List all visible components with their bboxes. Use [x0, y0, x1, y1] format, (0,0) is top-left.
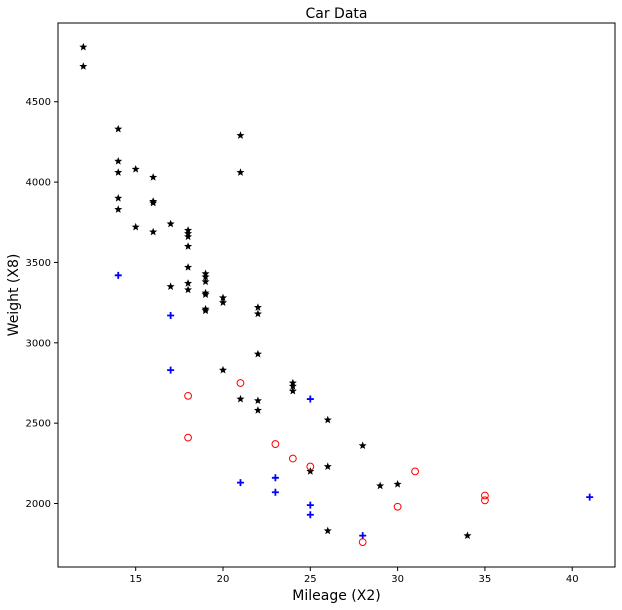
- y-tick-label: 3500: [26, 258, 51, 269]
- y-tick-label: 4500: [26, 97, 51, 108]
- data-point-star: [131, 222, 140, 231]
- data-point-star: [149, 227, 158, 236]
- data-point-circle: [358, 538, 367, 546]
- chart-title: Car Data: [306, 6, 368, 22]
- x-tick-label: 40: [566, 574, 579, 585]
- data-point-plus: [167, 311, 175, 319]
- data-point-star: [253, 406, 262, 414]
- data-point-star: [288, 382, 297, 390]
- data-point-star: [306, 467, 315, 475]
- data-point-star: [253, 396, 262, 405]
- data-point-circle: [271, 440, 280, 448]
- x-tick-label: 20: [217, 574, 230, 585]
- data-point-star: [149, 173, 158, 181]
- data-point-star: [184, 232, 193, 241]
- data-point-circle: [481, 496, 489, 505]
- data-point-star: [184, 285, 193, 294]
- data-point-plus: [271, 488, 279, 496]
- data-point-star: [236, 131, 245, 139]
- plot-frame: [57, 22, 616, 568]
- y-tick-label: 3000: [26, 338, 51, 349]
- data-point-plus: [271, 474, 279, 482]
- data-point-circle: [306, 462, 315, 471]
- data-point-star: [166, 219, 175, 228]
- y-axis-label: Weight (X8): [6, 254, 22, 337]
- data-point-star: [114, 193, 123, 202]
- data-point-plus: [114, 271, 122, 279]
- y-tick-label: 2500: [26, 419, 51, 430]
- x-tick-label: 15: [129, 574, 142, 585]
- data-point-star: [184, 242, 193, 250]
- data-point-circle: [184, 391, 192, 400]
- data-point-star: [79, 62, 88, 70]
- data-point-star: [219, 365, 227, 374]
- data-point-star: [253, 349, 262, 358]
- y-tick-label: 4000: [26, 178, 51, 189]
- data-point-star: [114, 205, 123, 213]
- data-point-star: [114, 157, 123, 165]
- data-point-star: [253, 303, 262, 311]
- data-point-star: [201, 277, 210, 286]
- data-point-star: [149, 198, 158, 207]
- data-point-star: [288, 386, 297, 395]
- data-point-circle: [393, 502, 402, 511]
- data-point-star: [184, 263, 193, 271]
- x-tick-label: 25: [304, 574, 317, 585]
- data-point-plus: [306, 395, 314, 403]
- data-point-star: [463, 531, 472, 540]
- data-point-plus: [167, 366, 175, 374]
- data-point-plus: [586, 493, 594, 501]
- y-tick-label: 2000: [26, 499, 51, 510]
- data-point-star: [201, 290, 210, 298]
- x-axis-label: Mileage (X2): [292, 588, 380, 604]
- x-tick-label: 30: [391, 574, 404, 585]
- data-point-circle: [411, 467, 419, 476]
- data-point-star: [79, 42, 88, 51]
- data-point-circle: [236, 379, 245, 387]
- data-point-plus: [306, 511, 314, 519]
- x-axis-ticks: 15 20 25 30 35 40: [129, 567, 579, 585]
- data-point-plus: [306, 501, 314, 509]
- data-point-star: [393, 480, 402, 488]
- data-point-star: [114, 168, 123, 176]
- y-axis-ticks: 2000 2500 3000 3500 4000 4500: [26, 97, 58, 510]
- data-point-star: [131, 165, 140, 173]
- data-point-star: [253, 309, 262, 318]
- data-point-star: [323, 462, 332, 470]
- data-point-star: [219, 293, 227, 302]
- data-point-circle: [288, 454, 297, 463]
- data-point-star: [358, 441, 367, 450]
- data-point-plus: [236, 479, 244, 487]
- data-point-star: [219, 298, 227, 307]
- data-point-star: [166, 282, 175, 290]
- x-tick-label: 35: [479, 574, 492, 585]
- data-marks: [79, 42, 594, 546]
- data-point-star: [201, 306, 210, 315]
- data-point-star: [236, 394, 245, 403]
- data-point-star: [376, 481, 385, 490]
- data-point-plus: [359, 532, 367, 540]
- data-point-star: [236, 168, 245, 176]
- data-point-circle: [481, 491, 489, 500]
- data-point-star: [184, 279, 193, 287]
- plot-background: [58, 23, 615, 567]
- data-point-circle: [184, 433, 192, 442]
- data-point-star: [323, 415, 332, 424]
- data-point-star: [114, 124, 123, 133]
- data-point-star: [201, 272, 210, 281]
- data-point-star: [323, 526, 332, 535]
